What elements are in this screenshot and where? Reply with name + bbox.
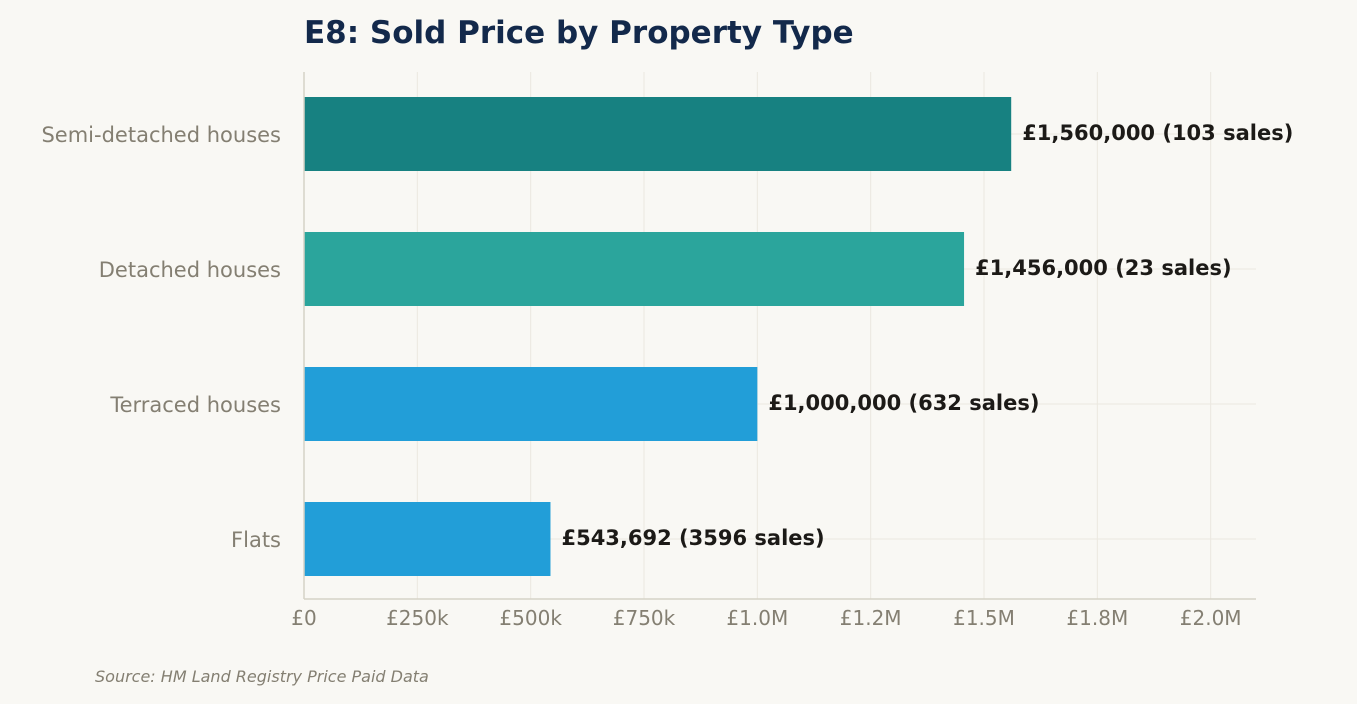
x-tick-label: £500k <box>499 606 562 630</box>
x-tick-label: £0 <box>291 606 316 630</box>
x-tick-labels: £0 £250k £500k £750k £1.0M £1.2M £1.5M £1.8M £2.… <box>291 606 1241 630</box>
x-tick-label: £750k <box>613 606 676 630</box>
chart-title: E8: Sold Price by Property Type <box>304 15 854 51</box>
bar <box>304 502 551 576</box>
value-label: £1,456,000 (23 sales) <box>975 256 1232 280</box>
x-tick-label: £1.5M <box>953 606 1015 630</box>
source-note: Source: HM Land Registry Price Paid Data <box>95 667 429 686</box>
bar <box>304 232 965 306</box>
category-labels: Semi-detached houses Detached houses Terra… <box>41 123 281 552</box>
bar <box>304 367 758 441</box>
x-tick-label: £1.2M <box>840 606 902 630</box>
category-label: Terraced houses <box>109 393 281 417</box>
x-tick-label: £1.0M <box>726 606 788 630</box>
value-label: £1,560,000 (103 sales) <box>1022 121 1293 145</box>
bars <box>304 97 1012 576</box>
category-label: Detached houses <box>99 258 281 282</box>
value-labels: £1,560,000 (103 sales) £1,456,000 (23 sal… <box>561 121 1293 550</box>
bar <box>304 97 1012 171</box>
category-label: Semi-detached houses <box>41 123 281 147</box>
category-label: Flats <box>231 528 281 552</box>
x-tick-label: £1.8M <box>1066 606 1128 630</box>
x-tick-label: £2.0M <box>1180 606 1242 630</box>
value-label: £1,000,000 (632 sales) <box>768 391 1039 415</box>
x-tick-label: £250k <box>386 606 449 630</box>
axes <box>303 72 1256 600</box>
value-label: £543,692 (3596 sales) <box>561 526 824 550</box>
